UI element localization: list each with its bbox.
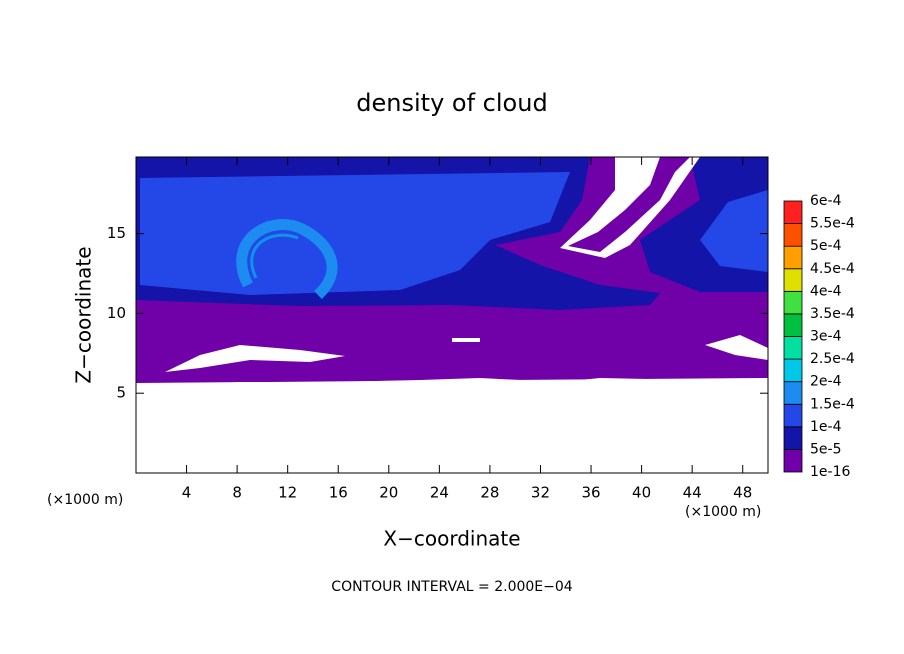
x-tick-label: 32 <box>531 484 550 502</box>
empty-region <box>452 338 480 342</box>
colorbar-label: 5e-5 <box>810 441 841 457</box>
colorbar-box <box>783 403 803 428</box>
y-tick-label: 15 <box>107 224 126 242</box>
empty-region <box>165 345 345 372</box>
colorbar-label: 4e-4 <box>810 283 842 299</box>
colorbar-box <box>783 313 803 337</box>
empty-region <box>705 335 768 360</box>
colorbar-box <box>783 426 803 450</box>
x-tick-label: 44 <box>683 484 702 502</box>
colorbar-label: 1e-4 <box>810 419 842 435</box>
annotation: CONTOUR INTERVAL = 2.000E−04 <box>331 579 572 595</box>
x-axis-label: X−coordinate <box>383 527 520 551</box>
colorbar-label: 2e-4 <box>810 374 842 390</box>
contour-region <box>700 190 768 272</box>
empty-region <box>136 378 768 473</box>
colorbar-label: 3.5e-4 <box>810 306 855 322</box>
x-tick-label: 16 <box>329 484 348 502</box>
colorbar-box <box>783 200 803 224</box>
x-tick-label: 40 <box>632 484 651 502</box>
colorbar-label: 1e-16 <box>810 464 850 480</box>
colorbar-label: 4.5e-4 <box>810 261 855 277</box>
colorbar-box <box>783 268 803 292</box>
y-unit-label: (×1000 m) <box>47 492 123 508</box>
colorbar-label: 5e-4 <box>810 238 842 254</box>
contour-field <box>136 157 768 473</box>
colorbar-box <box>783 245 803 270</box>
colorbar-box <box>783 381 803 405</box>
colorbar-box <box>783 290 803 315</box>
contour-ring-core <box>250 233 299 279</box>
x-tick-label: 28 <box>480 484 499 502</box>
y-tick-label: 5 <box>116 384 126 402</box>
colorbar-label: 3e-4 <box>810 329 842 345</box>
contour-region <box>140 172 570 295</box>
x-tick-label: 8 <box>232 484 242 502</box>
x-tick-label: 24 <box>430 484 449 502</box>
x-tick-label: 48 <box>733 484 752 502</box>
colorbar-label: 2.5e-4 <box>810 351 855 367</box>
x-tick-label: 20 <box>379 484 398 502</box>
colorbar-box <box>783 358 803 383</box>
colorbar-box <box>783 336 803 360</box>
x-tick-label: 12 <box>278 484 297 502</box>
colorbar-box <box>783 223 803 247</box>
chart-title: density of cloud <box>356 89 547 117</box>
empty-region <box>560 157 700 258</box>
colorbar-label: 1.5e-4 <box>810 396 855 412</box>
x-unit-label: (×1000 m) <box>685 504 761 520</box>
contour-ring <box>236 219 338 300</box>
plot-frame <box>135 156 769 474</box>
colorbar-box <box>783 449 803 473</box>
x-tick-label: 4 <box>182 484 192 502</box>
colorbar-label: 6e-4 <box>810 193 842 209</box>
y-tick-label: 10 <box>107 304 126 322</box>
x-tick-label: 36 <box>581 484 600 502</box>
colorbar-label: 5.5e-4 <box>810 216 855 232</box>
y-axis-label: Z−coordinate <box>72 246 96 383</box>
